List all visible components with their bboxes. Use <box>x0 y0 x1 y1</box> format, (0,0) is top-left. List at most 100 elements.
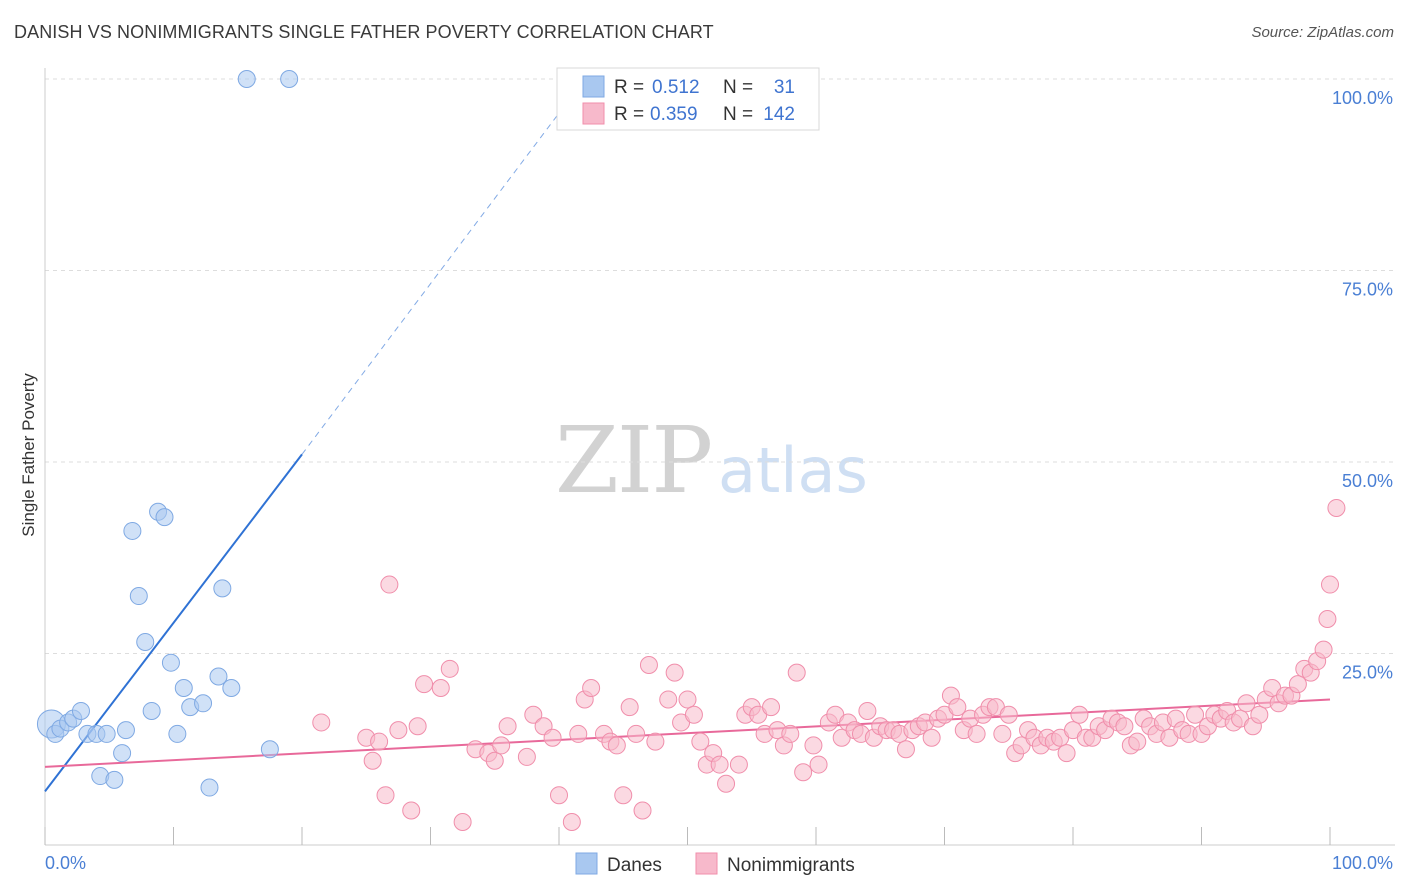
nonimmigrants-point <box>498 717 517 736</box>
nonimmigrants-point <box>402 801 421 820</box>
danes-point <box>222 678 241 697</box>
y-tick-label: 100.0% <box>1332 88 1393 108</box>
nonimmigrants-point <box>646 732 665 751</box>
nonimmigrants-point <box>492 736 511 755</box>
nonimmigrants-point <box>1128 732 1147 751</box>
nonimmigrants-point <box>633 801 652 820</box>
y-tick-labels: 25.0% 50.0% 75.0% 100.0% <box>1332 88 1393 683</box>
x-tick-label-max: 100.0% <box>1332 853 1393 873</box>
legend-nonimmigrants-r-label: R = <box>614 104 644 125</box>
nonimmigrants-point <box>922 728 941 747</box>
y-tick-label: 25.0% <box>1342 663 1393 683</box>
danes-point <box>174 678 193 697</box>
danes-point <box>113 744 132 763</box>
danes-point <box>142 701 161 720</box>
legend-nonimmigrants-r-value: 0.359 <box>650 104 698 125</box>
nonimmigrants-point <box>370 732 389 751</box>
nonimmigrants-point <box>376 786 395 805</box>
nonimmigrants-point <box>999 705 1018 724</box>
legend-nonimmigrants-swatch <box>582 102 605 125</box>
nonimmigrants-point <box>543 728 562 747</box>
nonimmigrants-point <box>762 698 781 717</box>
nonimmigrants-point <box>453 813 472 832</box>
nonimmigrants-point <box>948 698 967 717</box>
danes-trend-extension <box>301 78 586 455</box>
x-tick-labels: 0.0% 100.0% <box>45 853 1393 873</box>
nonimmigrants-point <box>1327 498 1346 517</box>
y-tick-label: 75.0% <box>1342 280 1393 300</box>
nonimmigrants-point <box>659 690 678 709</box>
danes-point <box>200 778 219 797</box>
chart-title: DANISH VS NONIMMIGRANTS SINGLE FATHER PO… <box>14 22 714 42</box>
nonimmigrants-point <box>665 663 684 682</box>
nonimmigrants-points <box>312 498 1346 832</box>
danes-point <box>237 70 256 88</box>
nonimmigrants-point <box>1288 675 1307 694</box>
nonimmigrants-point <box>678 690 697 709</box>
y-axis-label: Single Father Poverty <box>19 373 38 537</box>
nonimmigrants-point <box>614 786 633 805</box>
nonimmigrants-point <box>582 678 601 697</box>
danes-point <box>71 701 90 720</box>
legend-danes-r-label: R = <box>614 77 644 98</box>
nonimmigrants-point <box>710 755 729 774</box>
nonimmigrants-point <box>550 786 568 805</box>
legend-danes-n-label: N = <box>723 77 753 98</box>
nonimmigrants-point <box>729 755 748 774</box>
nonimmigrants-point <box>1070 705 1089 724</box>
nonimmigrants-point <box>896 740 915 759</box>
legend-nonimmigrants-n-label: N = <box>723 104 753 125</box>
danes-point <box>194 694 213 713</box>
y-tick-label: 50.0% <box>1342 471 1393 491</box>
nonimmigrants-point <box>380 575 399 594</box>
watermark-zip: ZIP <box>555 407 711 514</box>
nonimmigrants-point <box>440 659 459 678</box>
nonimmigrants-point <box>1318 610 1337 629</box>
nonimmigrants-point <box>993 724 1012 743</box>
danes-point <box>123 521 142 540</box>
nonimmigrants-point <box>569 724 588 743</box>
watermark-atlas: atlas <box>718 434 868 507</box>
nonimmigrants-point <box>1115 717 1134 736</box>
bottom-legend-nonimmigrants-swatch <box>695 852 718 875</box>
x-tick-label-min: 0.0% <box>45 853 86 873</box>
legend-nonimmigrants-n-value: 142 <box>763 104 795 125</box>
gridlines <box>45 78 1395 654</box>
nonimmigrants-point <box>1057 744 1076 763</box>
legend-danes-swatch <box>582 75 605 98</box>
nonimmigrants-point <box>415 675 434 694</box>
nonimmigrants-point <box>431 678 450 697</box>
nonimmigrants-point <box>804 736 823 755</box>
nonimmigrants-point <box>524 705 543 724</box>
nonimmigrants-point <box>639 655 658 674</box>
danes-point <box>209 667 228 686</box>
nonimmigrants-point <box>967 724 986 743</box>
danes-point <box>136 633 155 652</box>
danes-point <box>168 724 187 743</box>
nonimmigrants-point <box>562 813 581 832</box>
danes-point <box>280 70 299 88</box>
nonimmigrants-point <box>1314 640 1333 659</box>
nonimmigrants-point <box>1186 705 1205 724</box>
nonimmigrants-point <box>858 701 877 720</box>
nonimmigrants-point <box>717 774 736 793</box>
nonimmigrants-point <box>517 747 536 766</box>
nonimmigrants-point <box>312 713 331 732</box>
danes-point <box>129 587 148 606</box>
nonimmigrants-point <box>389 721 408 740</box>
legend-danes-r-value: 0.512 <box>652 77 700 98</box>
danes-point <box>161 653 180 672</box>
nonimmigrants-point <box>485 751 504 770</box>
nonimmigrants-point <box>809 755 828 774</box>
nonimmigrants-point <box>1237 694 1256 713</box>
nonimmigrants-point <box>684 705 703 724</box>
nonimmigrants-point <box>794 763 813 782</box>
nonimmigrants-point <box>787 663 806 682</box>
danes-point <box>105 770 124 789</box>
bottom-legend-danes-label: Danes <box>607 855 662 876</box>
nonimmigrants-point <box>627 724 646 743</box>
legend-danes-n-value: 31 <box>774 77 795 98</box>
correlation-legend: R = 0.512 N = 31 R = 0.359 N = 142 <box>556 67 820 131</box>
danes-point <box>260 740 279 759</box>
